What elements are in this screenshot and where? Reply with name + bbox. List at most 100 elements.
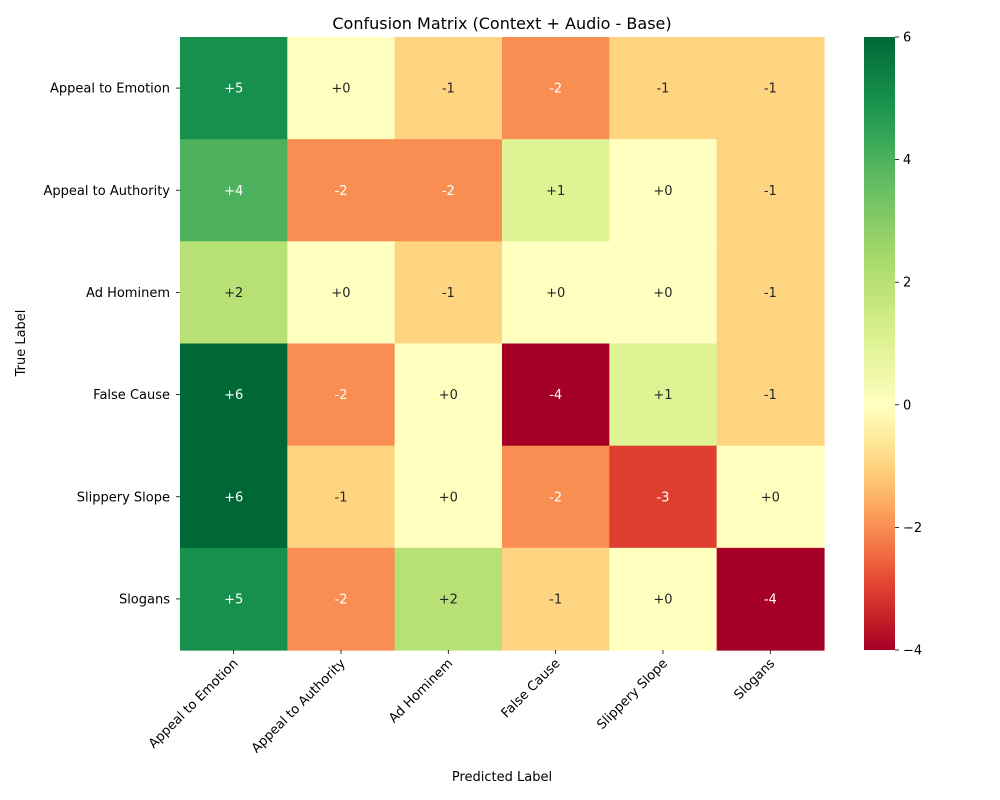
x-axis-ticks: Appeal to Emotion Appeal to Authority Ad H… xyxy=(146,650,778,756)
colorbar-tick-label: 0 xyxy=(903,398,911,413)
heatmap-cell xyxy=(716,37,825,140)
heatmap-cell xyxy=(394,241,503,345)
cell-value-label: +0 xyxy=(653,592,672,607)
x-tick-label: Appeal to Emotion xyxy=(146,656,241,751)
heatmap-cell xyxy=(501,139,610,242)
colorbar-tick-label: −2 xyxy=(903,521,922,536)
heatmap-cell xyxy=(501,445,610,549)
cell-value-label: -2 xyxy=(549,82,562,97)
cell-value-label: +0 xyxy=(439,490,458,505)
x-tick-label: False Cause xyxy=(499,656,564,721)
heatmap-cell xyxy=(609,445,718,549)
cell-value-label: -2 xyxy=(549,490,562,505)
cell-value-label: -2 xyxy=(335,388,348,403)
y-tick-label: Slippery Slope xyxy=(77,490,170,505)
cell-value-label: +2 xyxy=(224,286,243,301)
y-tick-label: Ad Hominem xyxy=(86,286,170,301)
colorbar-tick-label: 2 xyxy=(903,276,911,291)
heatmap-cell xyxy=(501,37,610,140)
cell-value-label: +0 xyxy=(439,388,458,403)
colorbar-tick-label: 6 xyxy=(903,31,911,46)
heatmap-cell xyxy=(501,343,610,447)
y-tick-label: False Cause xyxy=(93,388,170,403)
colorbar-tick-label: −4 xyxy=(903,644,922,659)
cell-value-label: +0 xyxy=(331,82,350,97)
heatmap-cell xyxy=(501,241,610,345)
colorbar-ticks: 6 4 2 0 −2 −4 xyxy=(895,31,922,659)
cell-value-label: -4 xyxy=(549,388,562,403)
x-tick-label: Appeal to Authority xyxy=(249,656,349,756)
heatmap-cell xyxy=(394,343,503,447)
heatmap-cell xyxy=(287,139,396,242)
colorbar xyxy=(864,37,895,650)
cell-value-label: +0 xyxy=(331,286,350,301)
heatmap-cell xyxy=(609,37,718,140)
heatmap-cell xyxy=(180,241,288,345)
x-tick-label: Ad Hominem xyxy=(386,656,456,726)
cell-value-label: +6 xyxy=(224,388,243,403)
cell-value-label: -2 xyxy=(335,592,348,607)
cell-value-label: +1 xyxy=(546,184,565,199)
x-axis-label: Predicted Label xyxy=(452,770,552,785)
cell-value-label: -1 xyxy=(656,82,669,97)
cell-value-label: +6 xyxy=(224,490,243,505)
y-axis-ticks: Appeal to Emotion Appeal to Authority Ad H… xyxy=(44,82,180,607)
heatmap-cell xyxy=(287,37,396,140)
heatmap-cell xyxy=(501,547,610,651)
cell-value-label: +4 xyxy=(224,184,243,199)
heatmap-cell xyxy=(716,139,825,242)
heatmap-cell xyxy=(180,139,288,242)
heatmap-cell xyxy=(287,343,396,447)
heatmap-cell xyxy=(287,241,396,345)
cell-value-label: -1 xyxy=(442,82,455,97)
cell-value-label: +2 xyxy=(439,592,458,607)
heatmap-cell xyxy=(609,343,718,447)
heatmap-cells xyxy=(180,37,825,651)
cell-value-label: -3 xyxy=(656,490,669,505)
heatmap-cell xyxy=(394,547,503,651)
heatmap-cell xyxy=(180,445,288,549)
cell-value-label: -2 xyxy=(335,184,348,199)
x-tick-label: Slogans xyxy=(731,656,778,703)
chart-title: Confusion Matrix (Context + Audio - Base… xyxy=(332,14,671,33)
y-tick-label: Appeal to Emotion xyxy=(50,82,170,97)
x-tick-label: Slippery Slope xyxy=(594,656,671,733)
cell-value-label: -1 xyxy=(764,286,777,301)
heatmap-cell xyxy=(287,547,396,651)
heatmap-cell xyxy=(609,547,718,651)
y-tick-label: Appeal to Authority xyxy=(44,184,171,199)
heatmap-cell xyxy=(716,445,825,549)
cell-value-label: -1 xyxy=(442,286,455,301)
cell-value-label: +0 xyxy=(653,184,672,199)
cell-value-label: +0 xyxy=(761,490,780,505)
y-tick-label: Slogans xyxy=(119,592,170,607)
heatmap-cell xyxy=(716,343,825,447)
heatmap-cell xyxy=(609,139,718,242)
heatmap-cell-labels: +5 +0 -1 -2 -1 -1 +4 -2 -2 +1 +0 -1 +2 +0 -1 +0 +0 -1 +6 -2… xyxy=(224,82,780,608)
cell-value-label: -4 xyxy=(764,592,777,607)
cell-value-label: -1 xyxy=(335,490,348,505)
heatmap-cell xyxy=(180,343,288,447)
cell-value-label: -1 xyxy=(549,592,562,607)
cell-value-label: -1 xyxy=(764,184,777,199)
heatmap-cell xyxy=(609,241,718,345)
heatmap-cell xyxy=(394,139,503,242)
colorbar-tick-label: 4 xyxy=(903,153,911,168)
cell-value-label: +5 xyxy=(224,82,243,97)
cell-value-label: +0 xyxy=(546,286,565,301)
cell-value-label: -2 xyxy=(442,184,455,199)
cell-value-label: +0 xyxy=(653,286,672,301)
cell-value-label: +5 xyxy=(224,592,243,607)
heatmap-cell xyxy=(716,547,825,651)
heatmap-cell xyxy=(180,547,288,651)
y-axis-label: True Label xyxy=(14,310,29,378)
heatmap-cell xyxy=(394,37,503,140)
heatmap-cell xyxy=(180,37,288,140)
heatmap-cell xyxy=(716,241,825,345)
cell-value-label: +1 xyxy=(653,388,672,403)
cell-value-label: -1 xyxy=(764,388,777,403)
cell-value-label: -1 xyxy=(764,82,777,97)
heatmap-cell xyxy=(287,445,396,549)
heatmap-cell xyxy=(394,445,503,549)
